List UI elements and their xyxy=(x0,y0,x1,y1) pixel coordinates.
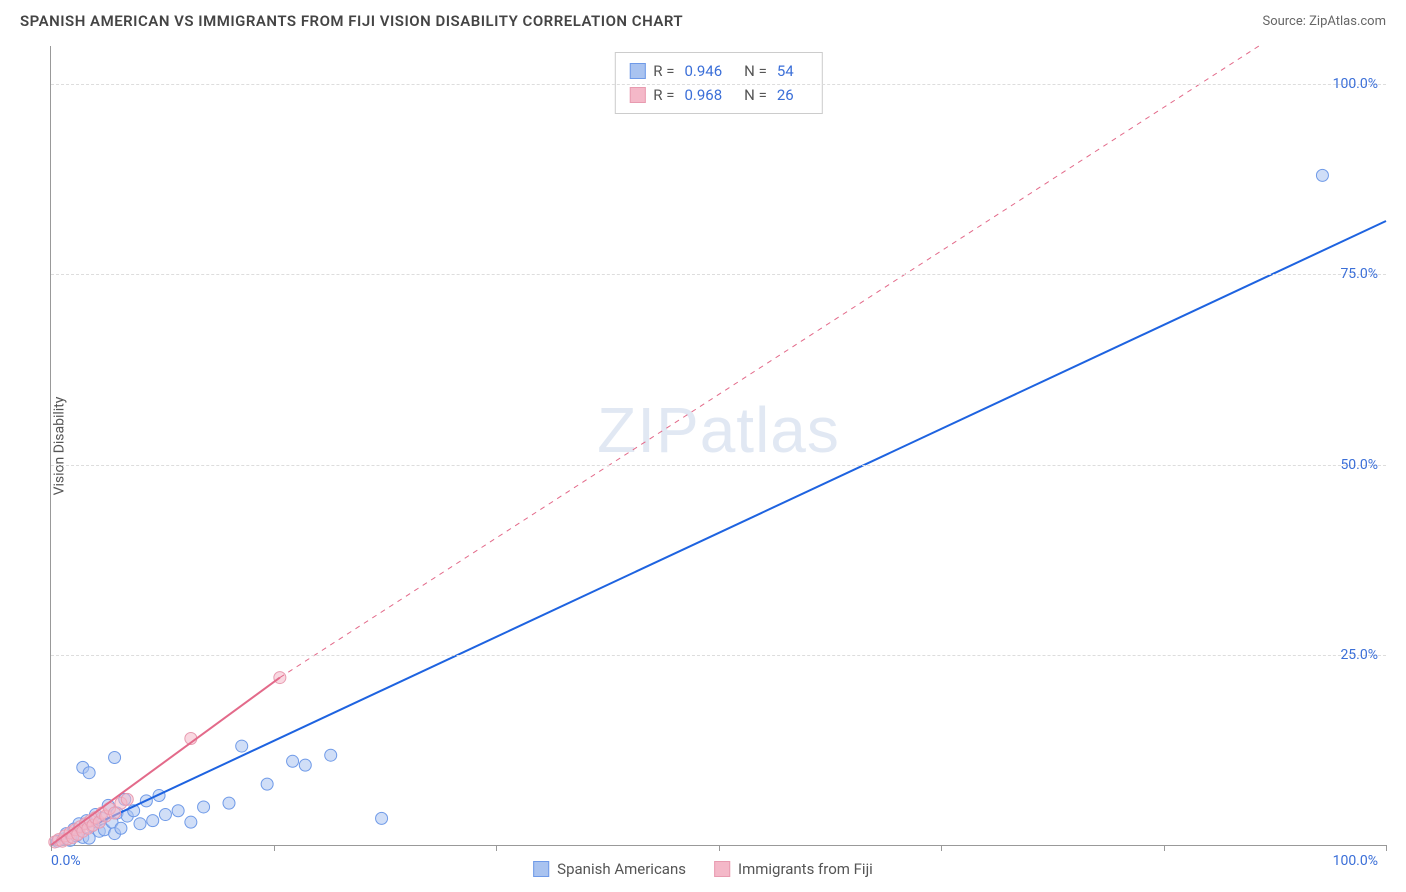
data-point xyxy=(185,816,197,828)
legend-swatch xyxy=(629,63,645,79)
data-point xyxy=(83,767,95,779)
n-value: 54 xyxy=(777,59,794,83)
legend-series-label: Immigrants from Fiji xyxy=(738,860,873,878)
source-label: Source: ZipAtlas.com xyxy=(1262,14,1386,29)
r-value: 0.946 xyxy=(684,59,722,83)
data-point xyxy=(198,801,210,813)
data-point xyxy=(287,755,299,767)
data-point xyxy=(147,815,159,827)
legend-stat-row: R = 0.968 N = 26 xyxy=(629,83,807,107)
legend-swatch xyxy=(629,87,645,103)
x-axis-min-label: 0.0% xyxy=(51,853,81,869)
data-point xyxy=(159,809,171,821)
legend-series-item: Immigrants from Fiji xyxy=(714,860,873,878)
y-tick-label: 25.0% xyxy=(1340,647,1378,663)
x-tick xyxy=(51,845,52,851)
trend-line-dashed xyxy=(280,46,1259,678)
chart-area: ZIPatlas R =0.946N =54R =0.968N =26 0.0%… xyxy=(50,46,1386,846)
legend-stat-row: R = 0.946 N = 54 xyxy=(629,59,807,83)
legend-series-item: Spanish Americans xyxy=(533,860,686,878)
trend-line xyxy=(51,221,1386,845)
legend-series-label: Spanish Americans xyxy=(557,860,686,878)
data-point xyxy=(299,759,311,771)
data-point xyxy=(261,778,273,790)
chart-title: SPANISH AMERICAN VS IMMIGRANTS FROM FIJI… xyxy=(20,12,683,30)
header: SPANISH AMERICAN VS IMMIGRANTS FROM FIJI… xyxy=(0,0,1406,38)
data-point xyxy=(376,812,388,824)
x-tick xyxy=(941,845,942,851)
x-tick xyxy=(719,845,720,851)
data-point xyxy=(325,749,337,761)
gridline xyxy=(51,274,1386,275)
data-point xyxy=(134,818,146,830)
x-tick xyxy=(1164,845,1165,851)
gridline xyxy=(51,465,1386,466)
gridline xyxy=(51,84,1386,85)
data-point xyxy=(223,797,235,809)
y-tick-label: 100.0% xyxy=(1333,76,1378,92)
gridline xyxy=(51,655,1386,656)
legend-stats: R = 0.946 N = 54 R = 0.968 N = 26 xyxy=(614,52,822,114)
data-point xyxy=(236,740,248,752)
data-point xyxy=(121,793,133,805)
legend-series: Spanish Americans Immigrants from Fiji xyxy=(533,860,873,878)
data-point xyxy=(109,751,121,763)
data-point xyxy=(172,805,184,817)
legend-swatch xyxy=(533,861,549,877)
x-tick xyxy=(274,845,275,851)
r-label: R = xyxy=(653,59,674,83)
y-tick-label: 75.0% xyxy=(1340,266,1378,282)
legend-swatch xyxy=(714,861,730,877)
x-axis-max-label: 100.0% xyxy=(1333,853,1378,869)
data-point xyxy=(1316,169,1328,181)
x-tick xyxy=(496,845,497,851)
n-label: N = xyxy=(744,59,767,83)
r-value: 0.968 xyxy=(684,83,722,107)
r-label: R = xyxy=(653,83,674,107)
n-label: N = xyxy=(744,83,767,107)
plot-svg xyxy=(51,46,1386,845)
y-tick-label: 50.0% xyxy=(1340,457,1378,473)
data-point xyxy=(115,822,127,834)
x-tick xyxy=(1386,845,1387,851)
n-value: 26 xyxy=(777,83,794,107)
